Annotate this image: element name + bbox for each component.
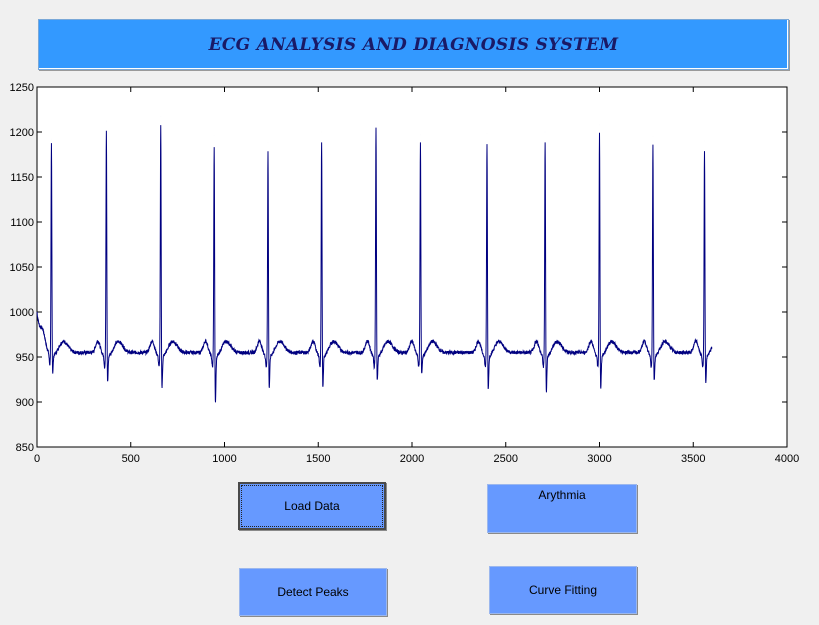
x-tick-label: 2000 (400, 453, 424, 465)
x-tick-label: 3000 (587, 453, 611, 465)
app-title-panel: ECG ANALYSIS AND DIAGNOSIS SYSTEM (38, 19, 789, 70)
r-peak-point (214, 135, 215, 136)
y-tick-label: 1000 (10, 307, 34, 319)
plot-area (36, 86, 788, 448)
x-tick-label: 2500 (494, 453, 518, 465)
r-peak-point (321, 131, 322, 132)
arrhythmia-button[interactable]: Arythmia (487, 484, 637, 533)
r-peak-point (267, 142, 268, 143)
curve-fitting-button[interactable]: Curve Fitting (489, 566, 637, 614)
r-peak-point (545, 131, 546, 132)
y-tick-label: 850 (16, 442, 34, 454)
x-tick-label: 500 (122, 453, 140, 465)
load-data-button[interactable]: Load Data (238, 482, 386, 530)
y-tick-label: 950 (16, 352, 34, 364)
plot-axes: 0 500 1000 1500 2000 2500 3000 3500 4000 850 900 95… (10, 82, 800, 465)
x-tick-label: 4000 (775, 453, 799, 465)
r-peak-point (420, 134, 421, 135)
r-peak-point (486, 133, 487, 134)
ecg-trace-layer (36, 116, 713, 403)
r-peak-point (106, 121, 107, 122)
y-tick-label: 1250 (10, 82, 34, 94)
r-peak-point (652, 136, 653, 137)
r-peak-point (704, 140, 705, 141)
y-tick-label: 1200 (10, 127, 34, 139)
x-tick-label: 3500 (681, 453, 705, 465)
app-title: ECG ANALYSIS AND DIAGNOSIS SYSTEM (208, 34, 619, 55)
ecg-series-line (36, 125, 713, 403)
detect-peaks-button[interactable]: Detect Peaks (239, 568, 387, 616)
r-peak-point (599, 124, 600, 125)
r-peak-point (375, 120, 376, 121)
x-tick-label: 1000 (212, 453, 236, 465)
ecg-plot: 0 500 1000 1500 2000 2500 3000 3500 4000 850 900 95… (10, 82, 800, 465)
r-peak-point (160, 116, 161, 117)
y-tick-label: 1100 (10, 217, 34, 229)
y-tick-label: 1050 (10, 262, 34, 274)
x-tick-label: 1500 (306, 453, 330, 465)
r-peak-point (51, 139, 52, 140)
y-tick-label: 1150 (10, 172, 34, 184)
x-tick-label: 0 (34, 453, 40, 465)
y-tick-label: 900 (16, 397, 34, 409)
